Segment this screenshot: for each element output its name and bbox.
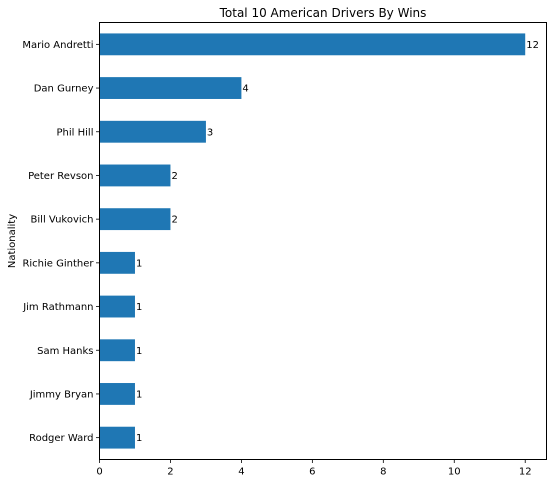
data-label: 12 (526, 40, 539, 51)
x-tick-label: 4 (238, 467, 244, 478)
bar (99, 164, 171, 187)
y-tick-label: Peter Revson (28, 171, 93, 182)
data-label: 2 (171, 215, 177, 226)
y-tick-label: Richie Ginther (22, 258, 94, 269)
data-label: 1 (136, 258, 142, 269)
x-tick-label: 0 (96, 467, 102, 478)
x-tick-label: 2 (167, 467, 173, 478)
y-tick-label: Rodger Ward (29, 433, 93, 444)
data-label: 2 (171, 171, 177, 182)
x-tick-label: 6 (309, 467, 315, 478)
bar (99, 383, 135, 405)
x-tick-label: 8 (380, 467, 386, 478)
data-label: 4 (242, 84, 248, 95)
bar (99, 251, 135, 274)
bar (99, 426, 135, 449)
y-tick-label: Bill Vukovich (31, 215, 94, 226)
data-labels-layer: 12 4 3 2 2 1 1 1 1 1 (136, 40, 539, 444)
x-tick-label: 12 (519, 467, 532, 478)
bar (99, 120, 206, 143)
y-tick-label: Jimmy Bryan (29, 389, 94, 400)
data-label: 1 (136, 389, 142, 400)
chart-title: Total 10 American Drivers By Wins (219, 6, 427, 20)
plot-frame (99, 22, 547, 460)
bar (99, 77, 242, 99)
bar (99, 208, 171, 231)
x-ticks-layer: 0 2 4 6 8 10 12 (96, 459, 532, 478)
data-label: 1 (136, 346, 142, 357)
y-ticks-layer: Mario Andretti Dan Gurney Phil Hill Peter R… (22, 40, 100, 444)
y-tick-label: Mario Andretti (22, 40, 93, 51)
x-tick-label: 10 (448, 467, 461, 478)
bar (99, 295, 135, 318)
y-tick-label: Jim Rathmann (22, 302, 93, 313)
bar (99, 33, 526, 56)
y-tick-label: Phil Hill (57, 127, 94, 138)
bars-layer (99, 33, 526, 449)
data-label: 1 (136, 302, 142, 313)
data-label: 3 (207, 127, 213, 138)
y-tick-label: Dan Gurney (34, 84, 94, 95)
y-axis-label: Nationality (7, 214, 18, 268)
bar (99, 339, 135, 362)
y-tick-label: Sam Hanks (37, 346, 93, 357)
data-label: 1 (136, 433, 142, 444)
